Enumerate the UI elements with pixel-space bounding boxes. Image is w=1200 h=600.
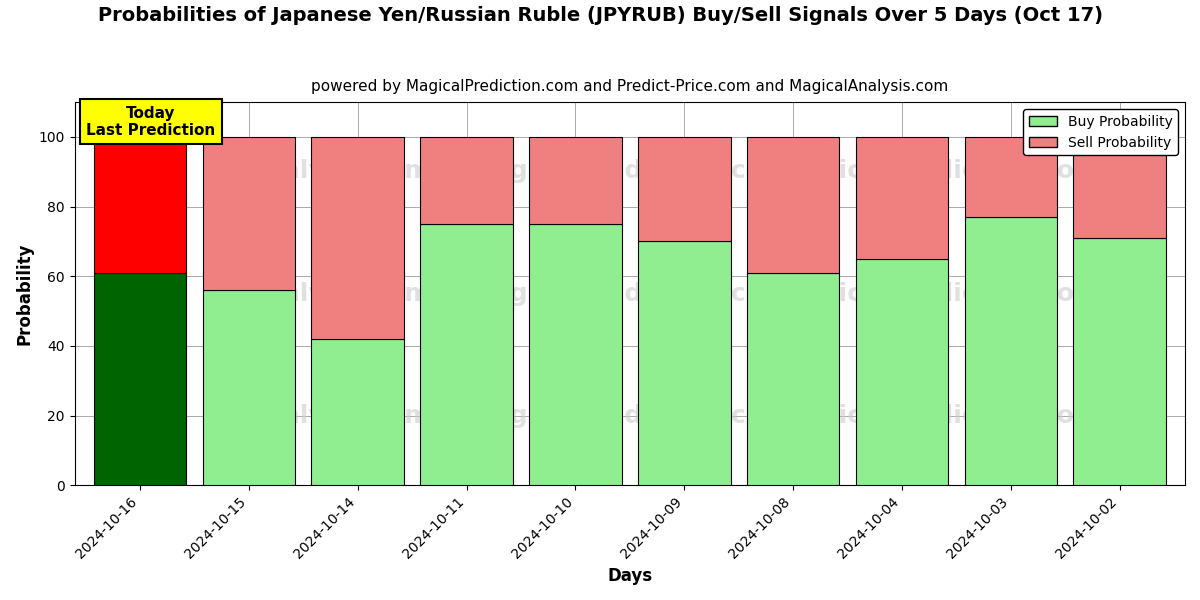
Text: Today
Last Prediction: Today Last Prediction <box>86 106 216 138</box>
Bar <box>312 339 404 485</box>
Text: MagicalPrediction.com: MagicalPrediction.com <box>780 281 1102 305</box>
Bar <box>420 137 512 224</box>
Bar <box>420 224 512 485</box>
Bar <box>965 137 1057 217</box>
Y-axis label: Probability: Probability <box>16 242 34 345</box>
Bar <box>746 273 839 485</box>
Text: MagicalPrediction.com: MagicalPrediction.com <box>469 281 791 305</box>
Legend: Buy Probability, Sell Probability: Buy Probability, Sell Probability <box>1024 109 1178 155</box>
Bar <box>1074 137 1166 238</box>
Bar <box>746 137 839 273</box>
Text: Probabilities of Japanese Yen/Russian Ruble (JPYRUB) Buy/Sell Signals Over 5 Day: Probabilities of Japanese Yen/Russian Ru… <box>97 6 1103 25</box>
Bar <box>203 290 295 485</box>
Text: calAnalysis.com: calAnalysis.com <box>206 159 432 183</box>
Bar <box>856 137 948 259</box>
Bar <box>203 137 295 290</box>
X-axis label: Days: Days <box>607 567 653 585</box>
Bar <box>1074 238 1166 485</box>
Bar <box>529 224 622 485</box>
Bar <box>312 137 404 339</box>
Text: calAnalysis.com: calAnalysis.com <box>206 281 432 305</box>
Bar <box>94 137 186 273</box>
Bar <box>94 273 186 485</box>
Bar <box>965 217 1057 485</box>
Bar <box>529 137 622 224</box>
Text: MagicalPrediction.com: MagicalPrediction.com <box>469 404 791 428</box>
Title: powered by MagicalPrediction.com and Predict-Price.com and MagicalAnalysis.com: powered by MagicalPrediction.com and Pre… <box>311 79 948 94</box>
Text: MagicalPrediction.com: MagicalPrediction.com <box>780 159 1102 183</box>
Text: MagicalPrediction.com: MagicalPrediction.com <box>469 159 791 183</box>
Bar <box>856 259 948 485</box>
Text: calAnalysis.com: calAnalysis.com <box>206 404 432 428</box>
Text: MagicalPrediction.com: MagicalPrediction.com <box>780 404 1102 428</box>
Bar <box>638 241 731 485</box>
Bar <box>638 137 731 241</box>
